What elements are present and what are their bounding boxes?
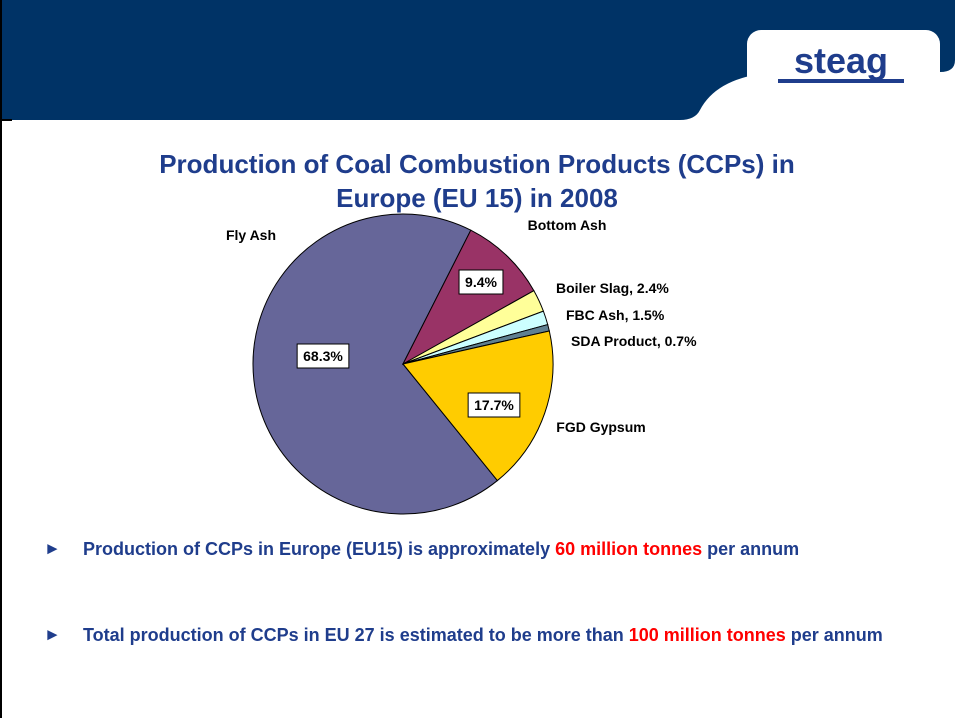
pie-slice — [401, 229, 535, 366]
value-label: 17.7% — [474, 397, 514, 413]
bullet-text: per annum — [785, 625, 883, 645]
bullet-text: per annum — [702, 539, 800, 559]
value-label-bg — [458, 269, 504, 295]
slice-label: SDA Product, 0.7% — [571, 333, 697, 349]
bullet-marker: ► — [44, 625, 61, 644]
category-label: FGD Gypsum — [556, 419, 645, 435]
category-label: SDA Product — [571, 333, 657, 349]
value-label-box: 9.4% — [458, 269, 504, 295]
slice-label: FBC Ash, 1.5% — [566, 307, 665, 323]
value-label: 2.4% — [637, 280, 669, 296]
chart-title: Production of Coal Combustion Products (… — [159, 149, 795, 179]
category-label: Bottom Ash — [528, 217, 607, 233]
bullet: ► Production of CCPs in Europe (EU15) is … — [44, 536, 924, 562]
value-label-bg — [467, 392, 521, 418]
value-label-box: 17.7% — [467, 392, 521, 418]
bullet-marker: ► — [44, 539, 61, 558]
label-separator: , — [657, 333, 665, 349]
bullet-highlight: 60 million tonnes — [555, 539, 703, 559]
value-label: 9.4% — [465, 274, 497, 290]
value-label-box: 68.3% — [296, 343, 350, 369]
slice-label: Boiler Slag, 2.4% — [556, 280, 669, 296]
value-label: 0.7% — [665, 333, 697, 349]
pie-slice — [252, 213, 499, 515]
value-label: 1.5% — [632, 307, 664, 323]
label-separator: , — [625, 307, 633, 323]
header-band — [0, 0, 955, 120]
value-label-bg — [296, 343, 350, 369]
logo: steag — [794, 40, 888, 81]
logo-underline — [778, 79, 904, 83]
bullet-text: Total production of CCPs in EU 27 is est… — [83, 625, 629, 645]
value-label: 68.3% — [303, 348, 343, 364]
logo-box — [747, 30, 940, 90]
bullet: ► Total production of CCPs in EU 27 is es… — [44, 622, 924, 648]
label-separator: , — [629, 280, 637, 296]
category-label: Boiler Slag — [556, 280, 629, 296]
category-label: FBC Ash — [566, 307, 625, 323]
bullet-highlight: 100 million tonnes — [628, 625, 786, 645]
bullet-text: Production of CCPs in Europe (EU15) is a… — [83, 539, 556, 559]
category-label: Fly Ash — [226, 227, 276, 243]
chart-title: Europe (EU 15) in 2008 — [336, 183, 618, 213]
